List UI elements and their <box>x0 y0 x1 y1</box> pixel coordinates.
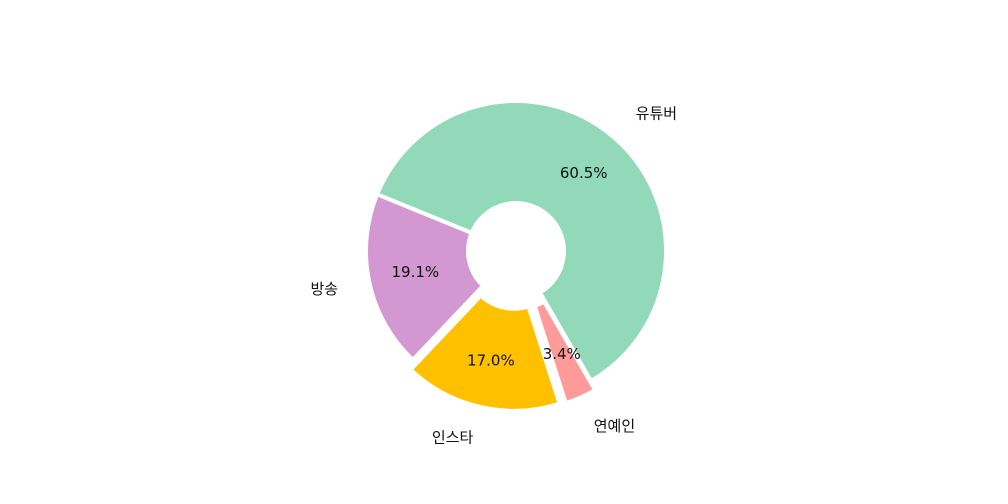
percent-label: 3.4% <box>543 345 581 363</box>
percent-label: 17.0% <box>467 352 515 370</box>
slice-3 <box>408 293 562 413</box>
category-label: 인스타 <box>432 429 474 447</box>
category-label: 유튜버 <box>636 104 677 122</box>
slice-4 <box>532 299 598 405</box>
category-label: 방송 <box>310 280 338 298</box>
percent-label: 60.5% <box>560 164 608 182</box>
percent-label: 19.1% <box>391 263 439 281</box>
slice-2 <box>364 192 485 362</box>
slices-group <box>364 99 668 413</box>
slice-1 <box>375 99 668 383</box>
labels-group: 유튜버 60.5% 방송 19.1% 인스타 17.0% 연예인 3.4% <box>310 104 677 446</box>
category-label: 연예인 <box>594 417 635 435</box>
